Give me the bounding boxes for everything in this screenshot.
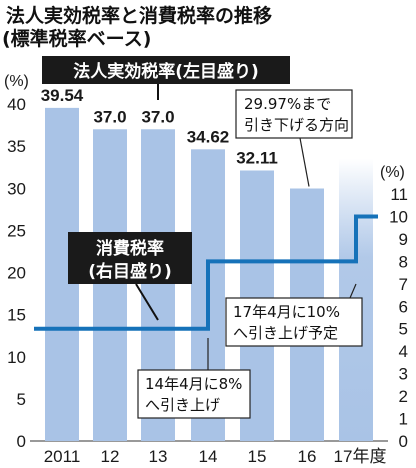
bar-value-label: 32.11	[236, 148, 278, 167]
x-tick-label: 12	[101, 447, 120, 466]
x-tick-label: 2011	[44, 447, 81, 466]
y-right-tick-label: 2	[399, 387, 408, 406]
bar-value-label: 39.54	[41, 86, 84, 105]
hike-2014-callout-line-1: 14年4月に8%	[145, 375, 242, 393]
hike-2017-callout-pointer	[349, 283, 357, 299]
y-left-tick-label: 25	[7, 221, 26, 240]
hike-2017-callout-box	[225, 297, 363, 347]
y-left-tick-label: 0	[17, 432, 26, 451]
y-left-tick-label: 40	[7, 95, 26, 114]
target-callout-line-2: 引き下げる方向	[244, 116, 349, 134]
y-right-tick-label: 4	[399, 342, 408, 361]
y-right-tick-label: 9	[399, 230, 408, 249]
x-tick-label: 13	[149, 447, 168, 466]
consumption-label-pointer	[135, 283, 159, 321]
hike-2014-callout-box	[137, 369, 251, 419]
hike-2014-callout-line-2: へ引き上げ	[145, 396, 220, 414]
y-right-tick-label: 8	[399, 252, 408, 271]
y-right-tick-label: 6	[399, 297, 408, 316]
x-tick-label: 17年度	[334, 447, 387, 466]
target-callout-box	[235, 89, 353, 139]
chart-title-line-1: 法人実効税率と消費税率の推移	[6, 4, 272, 27]
y-right-tick-label: 3	[399, 365, 408, 384]
x-tick-label: 14	[199, 447, 218, 466]
y-left-tick-label: 10	[7, 348, 26, 367]
corporate-series-label: 法人実効税率(左目盛り)	[73, 61, 259, 82]
bar-12	[93, 129, 127, 441]
y-right-tick-label: 1	[399, 410, 408, 429]
bar-value-label: 34.62	[187, 127, 230, 146]
target-callout-line-1: 29.97%まで	[244, 95, 331, 113]
y-right-tick-label: 0	[399, 432, 408, 451]
x-tick-label: 15	[248, 447, 267, 466]
chart-title-line-2: (標準税率ベース)	[2, 27, 151, 50]
y-left-tick-label: 15	[7, 306, 26, 325]
y-left-tick-label: 20	[7, 264, 26, 283]
bar-value-label: 37.0	[141, 107, 174, 126]
y-right-tick-label: 11	[390, 185, 408, 204]
consumption-tax-step-line	[34, 214, 378, 331]
chart-plot-area: 0510152025303540(%)01234567891011(%)39.5…	[4, 56, 408, 466]
y-right-tick-label: 5	[399, 320, 408, 339]
corporate-series-label-box	[42, 56, 290, 84]
bar-value-label: 37.0	[93, 107, 126, 126]
hike-2017-callout-line-2: へ引き上げ予定	[233, 324, 338, 342]
x-tick-label: 16	[298, 447, 317, 466]
y-left-unit-label: (%)	[4, 73, 29, 90]
y-left-tick-label: 35	[7, 137, 26, 156]
target-callout-pointer	[299, 137, 310, 187]
y-right-unit-label: (%)	[380, 164, 405, 181]
consumption-series-label-box	[68, 232, 192, 284]
y-left-tick-label: 5	[17, 390, 26, 409]
y-left-tick-label: 30	[7, 179, 26, 198]
consumption-series-label-line-1: 消費税率	[96, 238, 164, 259]
y-right-tick-label: 10	[389, 207, 408, 226]
hike-2017-callout-line-1: 17年4月に10%	[233, 303, 340, 321]
y-right-tick-label: 7	[399, 275, 408, 294]
consumption-series-label-line-2: (右目盛り)	[88, 261, 172, 282]
